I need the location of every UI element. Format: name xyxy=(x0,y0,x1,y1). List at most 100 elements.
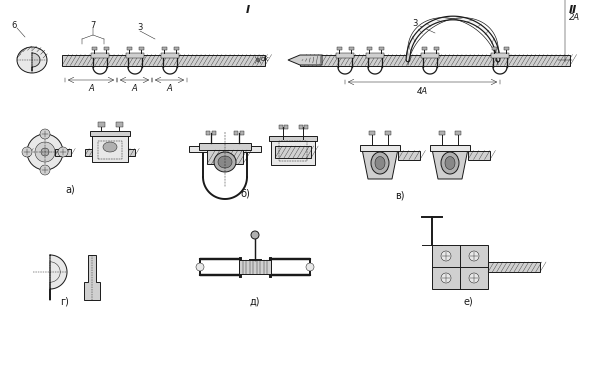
Text: I: I xyxy=(246,5,250,15)
Bar xyxy=(189,146,261,152)
Bar xyxy=(455,131,461,135)
Bar xyxy=(161,53,179,58)
Circle shape xyxy=(58,147,68,157)
Bar xyxy=(488,262,540,272)
Ellipse shape xyxy=(27,134,63,170)
Bar xyxy=(360,145,400,151)
Ellipse shape xyxy=(103,142,117,152)
Text: II: II xyxy=(569,5,577,15)
Text: г): г) xyxy=(61,297,70,307)
Bar xyxy=(97,122,104,127)
Bar xyxy=(432,245,488,289)
Polygon shape xyxy=(362,149,398,179)
Text: а): а) xyxy=(65,184,75,194)
Text: A: A xyxy=(131,84,137,93)
Ellipse shape xyxy=(214,152,236,172)
Bar xyxy=(369,131,375,135)
Text: 3: 3 xyxy=(137,23,143,32)
Text: A: A xyxy=(167,84,172,93)
Ellipse shape xyxy=(371,152,389,174)
Bar xyxy=(85,149,135,155)
Bar xyxy=(206,131,210,135)
Bar xyxy=(278,125,283,129)
Ellipse shape xyxy=(445,156,455,170)
Bar xyxy=(468,150,490,159)
Polygon shape xyxy=(32,53,40,71)
Bar xyxy=(91,46,97,50)
Text: 2A: 2A xyxy=(569,14,580,23)
Ellipse shape xyxy=(441,152,459,174)
Text: 3: 3 xyxy=(412,18,418,28)
Bar xyxy=(398,150,420,159)
Bar xyxy=(92,134,128,162)
Bar xyxy=(173,46,179,50)
Circle shape xyxy=(469,251,479,261)
Bar xyxy=(127,46,131,50)
Bar xyxy=(275,146,311,158)
Bar xyxy=(212,131,216,135)
Bar xyxy=(98,141,122,159)
Bar xyxy=(433,46,439,50)
Text: dk: dk xyxy=(261,56,269,62)
Bar xyxy=(271,139,315,165)
Bar xyxy=(269,136,317,141)
Bar xyxy=(279,141,307,161)
Bar xyxy=(421,53,439,58)
Bar xyxy=(104,46,109,50)
Polygon shape xyxy=(84,255,100,300)
Ellipse shape xyxy=(375,156,385,170)
Circle shape xyxy=(469,273,479,283)
Bar xyxy=(337,46,341,50)
Bar xyxy=(299,125,302,129)
Polygon shape xyxy=(288,55,322,65)
Bar xyxy=(239,260,271,274)
Bar xyxy=(304,125,308,129)
Polygon shape xyxy=(432,149,468,179)
Bar xyxy=(62,55,265,66)
Text: 4A: 4A xyxy=(417,87,428,96)
Bar xyxy=(90,131,130,136)
Text: 6: 6 xyxy=(11,21,17,31)
Circle shape xyxy=(251,231,259,239)
Bar xyxy=(336,53,354,58)
Circle shape xyxy=(441,273,451,283)
Bar xyxy=(234,131,238,135)
Bar xyxy=(421,46,427,50)
Bar xyxy=(439,131,445,135)
Bar xyxy=(91,53,109,58)
Circle shape xyxy=(441,251,451,261)
Text: б): б) xyxy=(240,189,250,199)
Bar xyxy=(126,53,144,58)
Ellipse shape xyxy=(41,148,49,156)
Bar xyxy=(366,53,384,58)
Text: д): д) xyxy=(250,297,260,307)
Text: е): е) xyxy=(463,297,473,307)
Bar xyxy=(491,53,509,58)
Bar xyxy=(379,46,383,50)
Bar xyxy=(207,150,243,164)
Bar xyxy=(503,46,509,50)
Circle shape xyxy=(196,263,204,271)
Bar xyxy=(25,149,29,155)
Ellipse shape xyxy=(35,142,55,162)
Bar xyxy=(284,125,287,129)
Bar xyxy=(240,131,244,135)
Bar xyxy=(139,46,143,50)
Polygon shape xyxy=(50,255,67,300)
Bar xyxy=(491,46,497,50)
Bar xyxy=(385,131,391,135)
Bar xyxy=(430,145,470,151)
Text: A: A xyxy=(88,84,94,93)
Circle shape xyxy=(22,147,32,157)
Circle shape xyxy=(40,129,50,139)
Circle shape xyxy=(306,263,314,271)
Bar xyxy=(161,46,167,50)
Text: в): в) xyxy=(395,191,405,201)
Text: 7: 7 xyxy=(91,20,95,29)
Bar xyxy=(349,46,353,50)
Bar xyxy=(55,149,71,155)
Bar xyxy=(367,46,371,50)
Bar xyxy=(115,122,122,127)
Ellipse shape xyxy=(17,47,47,73)
Circle shape xyxy=(40,165,50,175)
